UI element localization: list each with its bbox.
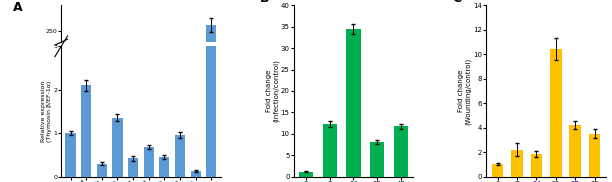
Bar: [81, 85, 91, 177]
Y-axis label: Fold change
(Infection/control): Fold change (Infection/control): [266, 60, 279, 122]
Bar: [190, 171, 201, 177]
Bar: [323, 124, 337, 177]
Bar: [550, 50, 562, 177]
Y-axis label: Relative expression
(Thymosin β/EF-1α): Relative expression (Thymosin β/EF-1α): [41, 81, 51, 142]
Bar: [65, 133, 76, 177]
Text: C: C: [453, 0, 462, 5]
Bar: [492, 164, 504, 177]
Bar: [589, 134, 600, 177]
Bar: [113, 118, 122, 177]
Bar: [206, 0, 216, 177]
Bar: [128, 158, 138, 177]
Bar: [394, 126, 408, 177]
Bar: [159, 157, 170, 177]
Bar: [370, 142, 384, 177]
Bar: [175, 135, 185, 177]
Text: A: A: [13, 1, 23, 14]
Bar: [113, 171, 122, 172]
Bar: [511, 150, 523, 177]
Bar: [81, 171, 91, 172]
Bar: [299, 172, 313, 177]
Y-axis label: Fold change
(Wounding/control): Fold change (Wounding/control): [458, 57, 472, 125]
Bar: [531, 154, 542, 177]
Bar: [144, 147, 154, 177]
Bar: [569, 125, 581, 177]
Bar: [97, 163, 107, 177]
Text: B: B: [260, 0, 270, 5]
Bar: [346, 29, 360, 177]
Bar: [206, 25, 216, 172]
